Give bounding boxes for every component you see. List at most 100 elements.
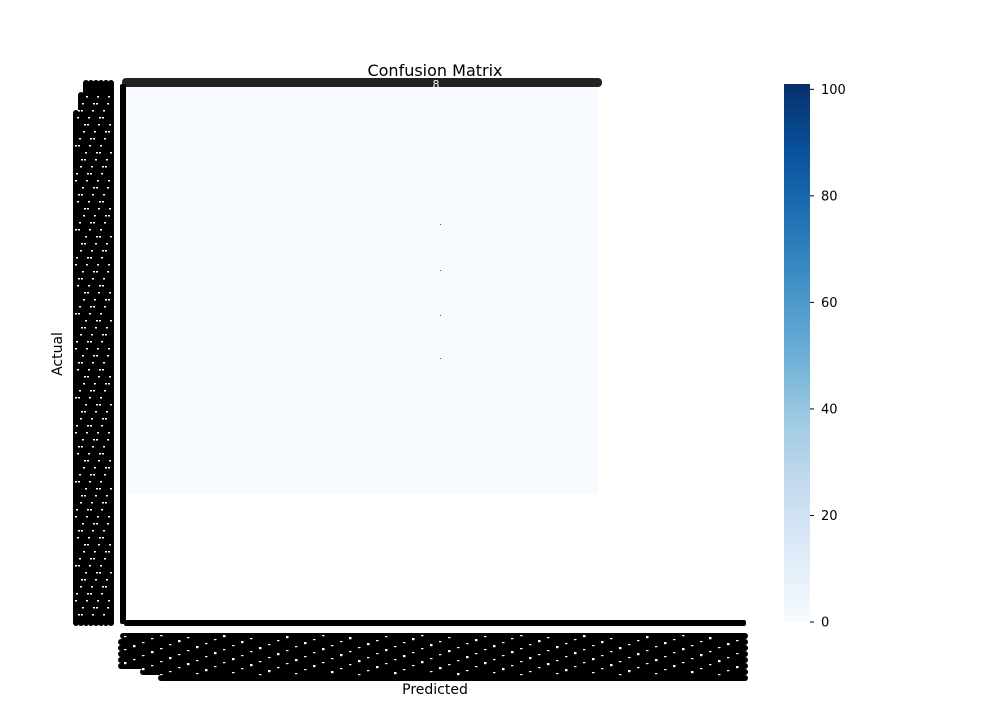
y-tick-label-gap <box>101 173 103 175</box>
x-tick-label-gap <box>241 655 244 657</box>
x-tick-label-gap <box>493 672 496 674</box>
x-tick-label-gap <box>430 671 433 673</box>
x-tick-label-gap <box>709 638 712 640</box>
x-tick-label-gap <box>196 660 199 662</box>
y-tick-label-gap <box>85 488 87 490</box>
x-tick-label-row <box>158 675 748 681</box>
x-tick-label-gap <box>727 670 730 672</box>
x-tick-label-gap <box>403 642 406 644</box>
x-tick-label-gap <box>502 642 505 644</box>
x-tick-label-gap <box>403 669 406 671</box>
y-tick-label-gap <box>83 299 85 301</box>
x-tick-label-gap <box>520 674 523 676</box>
y-tick-label-gap <box>108 551 110 553</box>
x-tick-label-gap <box>160 648 163 650</box>
x-tick-label-gap <box>637 653 640 655</box>
x-tick-label-gap <box>547 664 550 666</box>
y-tick-label-gap <box>96 439 98 441</box>
y-tick-label-gap <box>82 103 84 105</box>
x-tick-label-gap <box>628 644 631 646</box>
y-tick-label-gap <box>89 397 91 399</box>
x-tick-label-gap <box>367 644 370 646</box>
x-tick-label-gap <box>232 659 235 661</box>
x-tick-label-gap <box>691 645 694 647</box>
y-tick-label-gap <box>75 313 77 315</box>
y-tick-label-gap <box>97 180 99 182</box>
x-tick-label-gap <box>673 666 676 668</box>
y-tick-label-gap <box>107 355 109 357</box>
colorbar-tick-label: 100 <box>821 83 846 98</box>
x-tick-label-gap <box>682 635 685 637</box>
x-tick-label-gap <box>223 636 226 638</box>
y-tick-label-gap <box>96 355 98 357</box>
y-tick-label-gap <box>97 96 99 98</box>
x-tick-label-gap <box>664 669 667 671</box>
x-tick-label-gap <box>313 665 316 667</box>
y-tick-label-gap <box>101 341 103 343</box>
x-tick-label-gap <box>583 662 586 664</box>
y-tick-label-gap <box>90 558 92 560</box>
y-tick-label-gap <box>91 166 93 168</box>
x-tick-label-gap <box>421 661 424 663</box>
y-tick-label-gap <box>100 145 102 147</box>
x-tick-label-gap <box>277 653 280 655</box>
y-tick-label-gap <box>109 208 111 210</box>
y-tick-label-gap <box>81 446 83 448</box>
x-tick-label-gap <box>556 660 559 662</box>
x-tick-label-gap <box>601 642 604 644</box>
y-tick-label-gap <box>92 530 94 532</box>
x-tick-label-gap <box>475 653 478 655</box>
y-tick-label-gap <box>87 341 89 343</box>
y-tick-label-gap <box>87 173 89 175</box>
x-tick-label-gap <box>655 646 658 648</box>
y-tick-label-gap <box>99 488 101 490</box>
y-tick-label-gap <box>103 194 105 196</box>
y-tick-label-gap <box>85 572 87 574</box>
y-tick-label-gap <box>89 565 91 567</box>
x-tick-label-gap <box>700 668 703 670</box>
y-tick-label-gap <box>108 600 110 602</box>
y-tick-label-gap <box>92 446 94 448</box>
y-tick-label-gap <box>76 425 78 427</box>
y-tick-label-gap <box>85 152 87 154</box>
x-tick-label-gap <box>304 643 307 645</box>
x-tick-label-gap <box>403 656 406 658</box>
x-tick-label-gap <box>187 650 190 652</box>
x-tick-label-gap <box>637 667 640 669</box>
y-tick-label-gap <box>109 124 111 126</box>
x-tick-label-gap <box>340 668 343 670</box>
y-tick-label-gap <box>103 446 105 448</box>
y-tick-label-gap <box>103 110 105 112</box>
y-tick-label-gap <box>96 103 98 105</box>
y-tick-label-gap <box>93 271 95 273</box>
x-tick-label-gap <box>583 649 586 651</box>
x-tick-label-gap <box>448 637 451 639</box>
y-tick-label-gap <box>99 453 101 455</box>
y-tick-label-gap <box>90 390 92 392</box>
y-tick-label-gap <box>90 593 92 595</box>
colorbar-tick-label: 80 <box>821 189 838 204</box>
y-tick-label-gap <box>79 558 81 560</box>
x-tick-label-gap <box>520 661 523 663</box>
y-tick-label-gap <box>86 516 88 518</box>
y-tick-label-gap <box>94 131 96 133</box>
y-tick-label-gap <box>95 495 97 497</box>
y-tick-label-gap <box>105 418 107 420</box>
y-tick-label-gap <box>96 607 98 609</box>
y-tick-label-gap <box>99 117 101 119</box>
x-tick-label-gap <box>709 664 712 666</box>
y-tick-label-gap <box>104 138 106 140</box>
x-tick-label-gap <box>529 644 532 646</box>
y-tick-label-gap <box>102 502 104 504</box>
x-tick-label-gap <box>124 662 127 664</box>
colorbar-tick-label: 20 <box>821 509 838 524</box>
y-tick-label-gap <box>96 320 98 322</box>
x-tick-label-gap <box>322 635 325 637</box>
y-tick-label-gap <box>107 103 109 105</box>
y-tick-label-gap <box>90 474 92 476</box>
x-tick-label-gap <box>124 636 127 638</box>
x-tick-label-gap <box>232 645 235 647</box>
y-tick-label-gap <box>88 537 90 539</box>
y-tick-label-gap <box>84 208 86 210</box>
y-tick-label-gap <box>99 236 101 238</box>
